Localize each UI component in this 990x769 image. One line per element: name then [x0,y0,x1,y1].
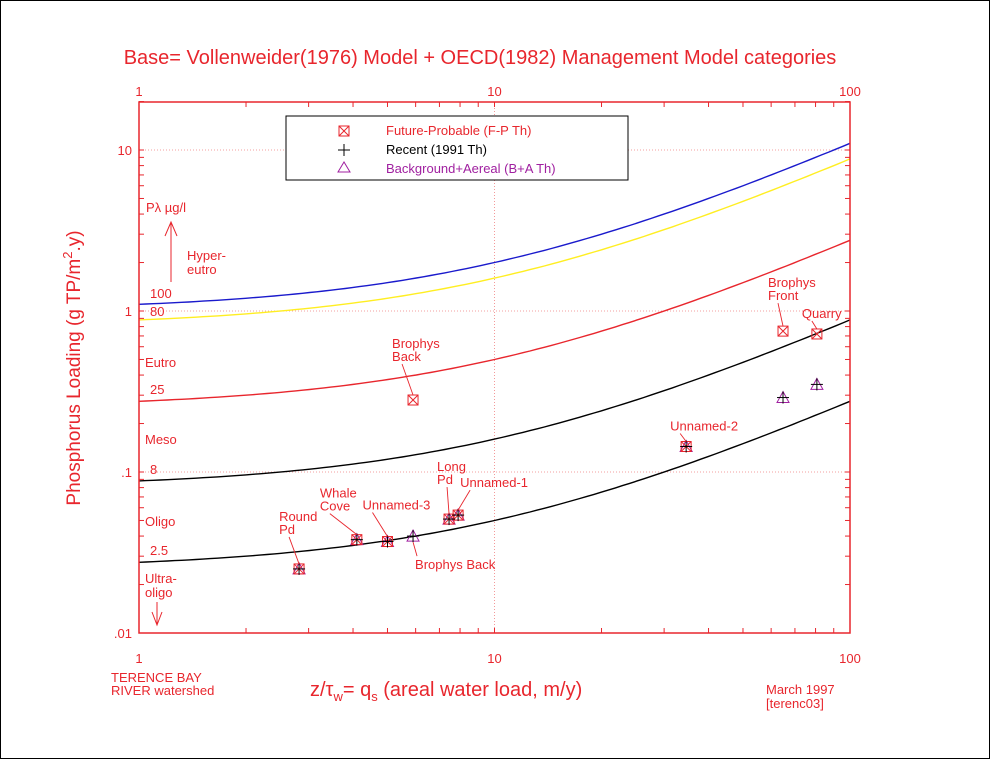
recent-marker [350,533,363,546]
trophic-hyper-line2: eutro [187,262,217,277]
future-probable-marker-diag [811,328,823,340]
down-arrow-head [151,611,163,627]
point-label: Pd [437,472,453,487]
point-label-leader [777,303,784,327]
recent-marker [452,509,465,522]
trophic-ultra-line2: oligo [145,585,172,600]
point-label: Quarry [802,306,842,321]
p-level-100: 100 [150,286,172,301]
plot-area-border [138,101,851,634]
point-label: Unnamed-2 [670,419,738,434]
x-tick-label-top: 10 [487,84,501,99]
point-label: Unnamed-1 [460,475,528,490]
point-label-leader [372,512,388,537]
point-label: Unnamed-3 [362,498,430,513]
curve-p-25 [138,239,851,402]
point-label: Brophys Back [415,557,496,572]
point-label: Cove [320,499,350,514]
recent-marker [381,535,394,548]
point-label: Brophys [768,275,816,290]
point-label: Brophys [392,336,440,351]
point-label: Back [392,349,421,364]
recent-marker [810,378,823,391]
curve-p-8 [138,319,851,482]
point-label: Long [437,459,466,474]
p-level-2_5: 2.5 [150,543,168,558]
future-probable-marker-diag [407,394,419,406]
point-label: Round [279,509,317,524]
point-label-leader [457,489,471,511]
footer-date: March 1997 [766,682,835,697]
p-level-80: 80 [150,304,164,319]
point-label-leader [401,363,414,396]
x-tick-label-bottom: 100 [839,651,861,666]
trophic-meso: Meso [145,432,177,447]
x-tick-label-bottom: 1 [135,651,142,666]
future-probable-marker [407,394,419,406]
trophic-eutro: Eutro [145,355,176,370]
trophic-oligo: Oligo [145,514,175,529]
x-tick-label-bottom: 10 [487,651,501,666]
point-label: Pd [279,522,295,537]
legend-label-recent: Recent (1991 Th) [386,142,487,157]
recent-marker [293,562,306,575]
recent-marker [680,440,693,453]
recent-marker [407,530,420,543]
legend-marker-background [337,161,351,173]
curves [138,142,851,563]
curve-p-100 [138,142,851,305]
curve-p-2_5 [138,400,851,563]
point-label-leader [412,541,418,557]
chart-title: Base= Vollenweider(1976) Model + OECD(19… [124,47,837,69]
footer-file-id: [terenc03] [766,696,824,711]
trophic-ultra-line1: Ultra- [145,571,177,586]
x-tick-label-top: 1 [135,84,142,99]
tick-labels: 1 1 10 10 100 100 .01 .1 1 10 [114,84,861,666]
p-unit-label: Pλ µg/l [146,200,186,215]
point-label: Front [768,288,799,303]
y-tick-label: .1 [121,465,132,480]
trophic-hyper-line1: Hyper- [187,248,226,263]
p-level-8: 8 [150,462,157,477]
y-tick-label: .01 [114,626,132,641]
trophic-annotations: Pλ µg/l Hyper-eutro 100 80 Eutro 25 Meso 8 Oligo… [145,200,226,627]
recent-marker [443,513,456,526]
legend-label-background: Background+Aereal (B+A Th) [386,161,556,176]
point-label-leader [446,487,450,515]
point-label-leader [679,433,687,442]
y-tick-label: 1 [125,304,132,319]
y-axis-label: Phosphorus Loading (g TP/m2.y) [60,230,85,505]
data-points [292,325,824,575]
legend: Future-Probable (F-P Th) Recent (1991 Th… [285,115,629,181]
recent-marker [777,391,790,404]
footer-watershed-line1: TERENCE BAY [111,670,202,685]
legend-marker-future-probable [338,125,350,137]
x-axis-label: z/τw= qs (areal water load, m/y) [310,679,582,704]
legend-label-future-probable: Future-Probable (F-P Th) [386,123,531,138]
curve-p-80 [138,158,851,321]
future-probable-marker-diag [777,325,789,337]
future-probable-marker [811,328,823,340]
axes [138,101,851,634]
grid-lines [139,102,850,633]
x-tick-label-top: 100 [839,84,861,99]
point-label-leader [329,513,358,536]
point-label-leader [288,536,300,565]
point-label-leader [811,320,818,330]
future-probable-marker [777,325,789,337]
point-label: Whale [320,486,357,501]
footer-watershed-line2: RIVER watershed [111,683,214,698]
y-tick-label: 10 [118,143,132,158]
legend-marker-recent [338,144,350,156]
up-arrow-head [164,220,178,237]
legend-box [285,115,629,181]
p-level-25: 25 [150,382,164,397]
